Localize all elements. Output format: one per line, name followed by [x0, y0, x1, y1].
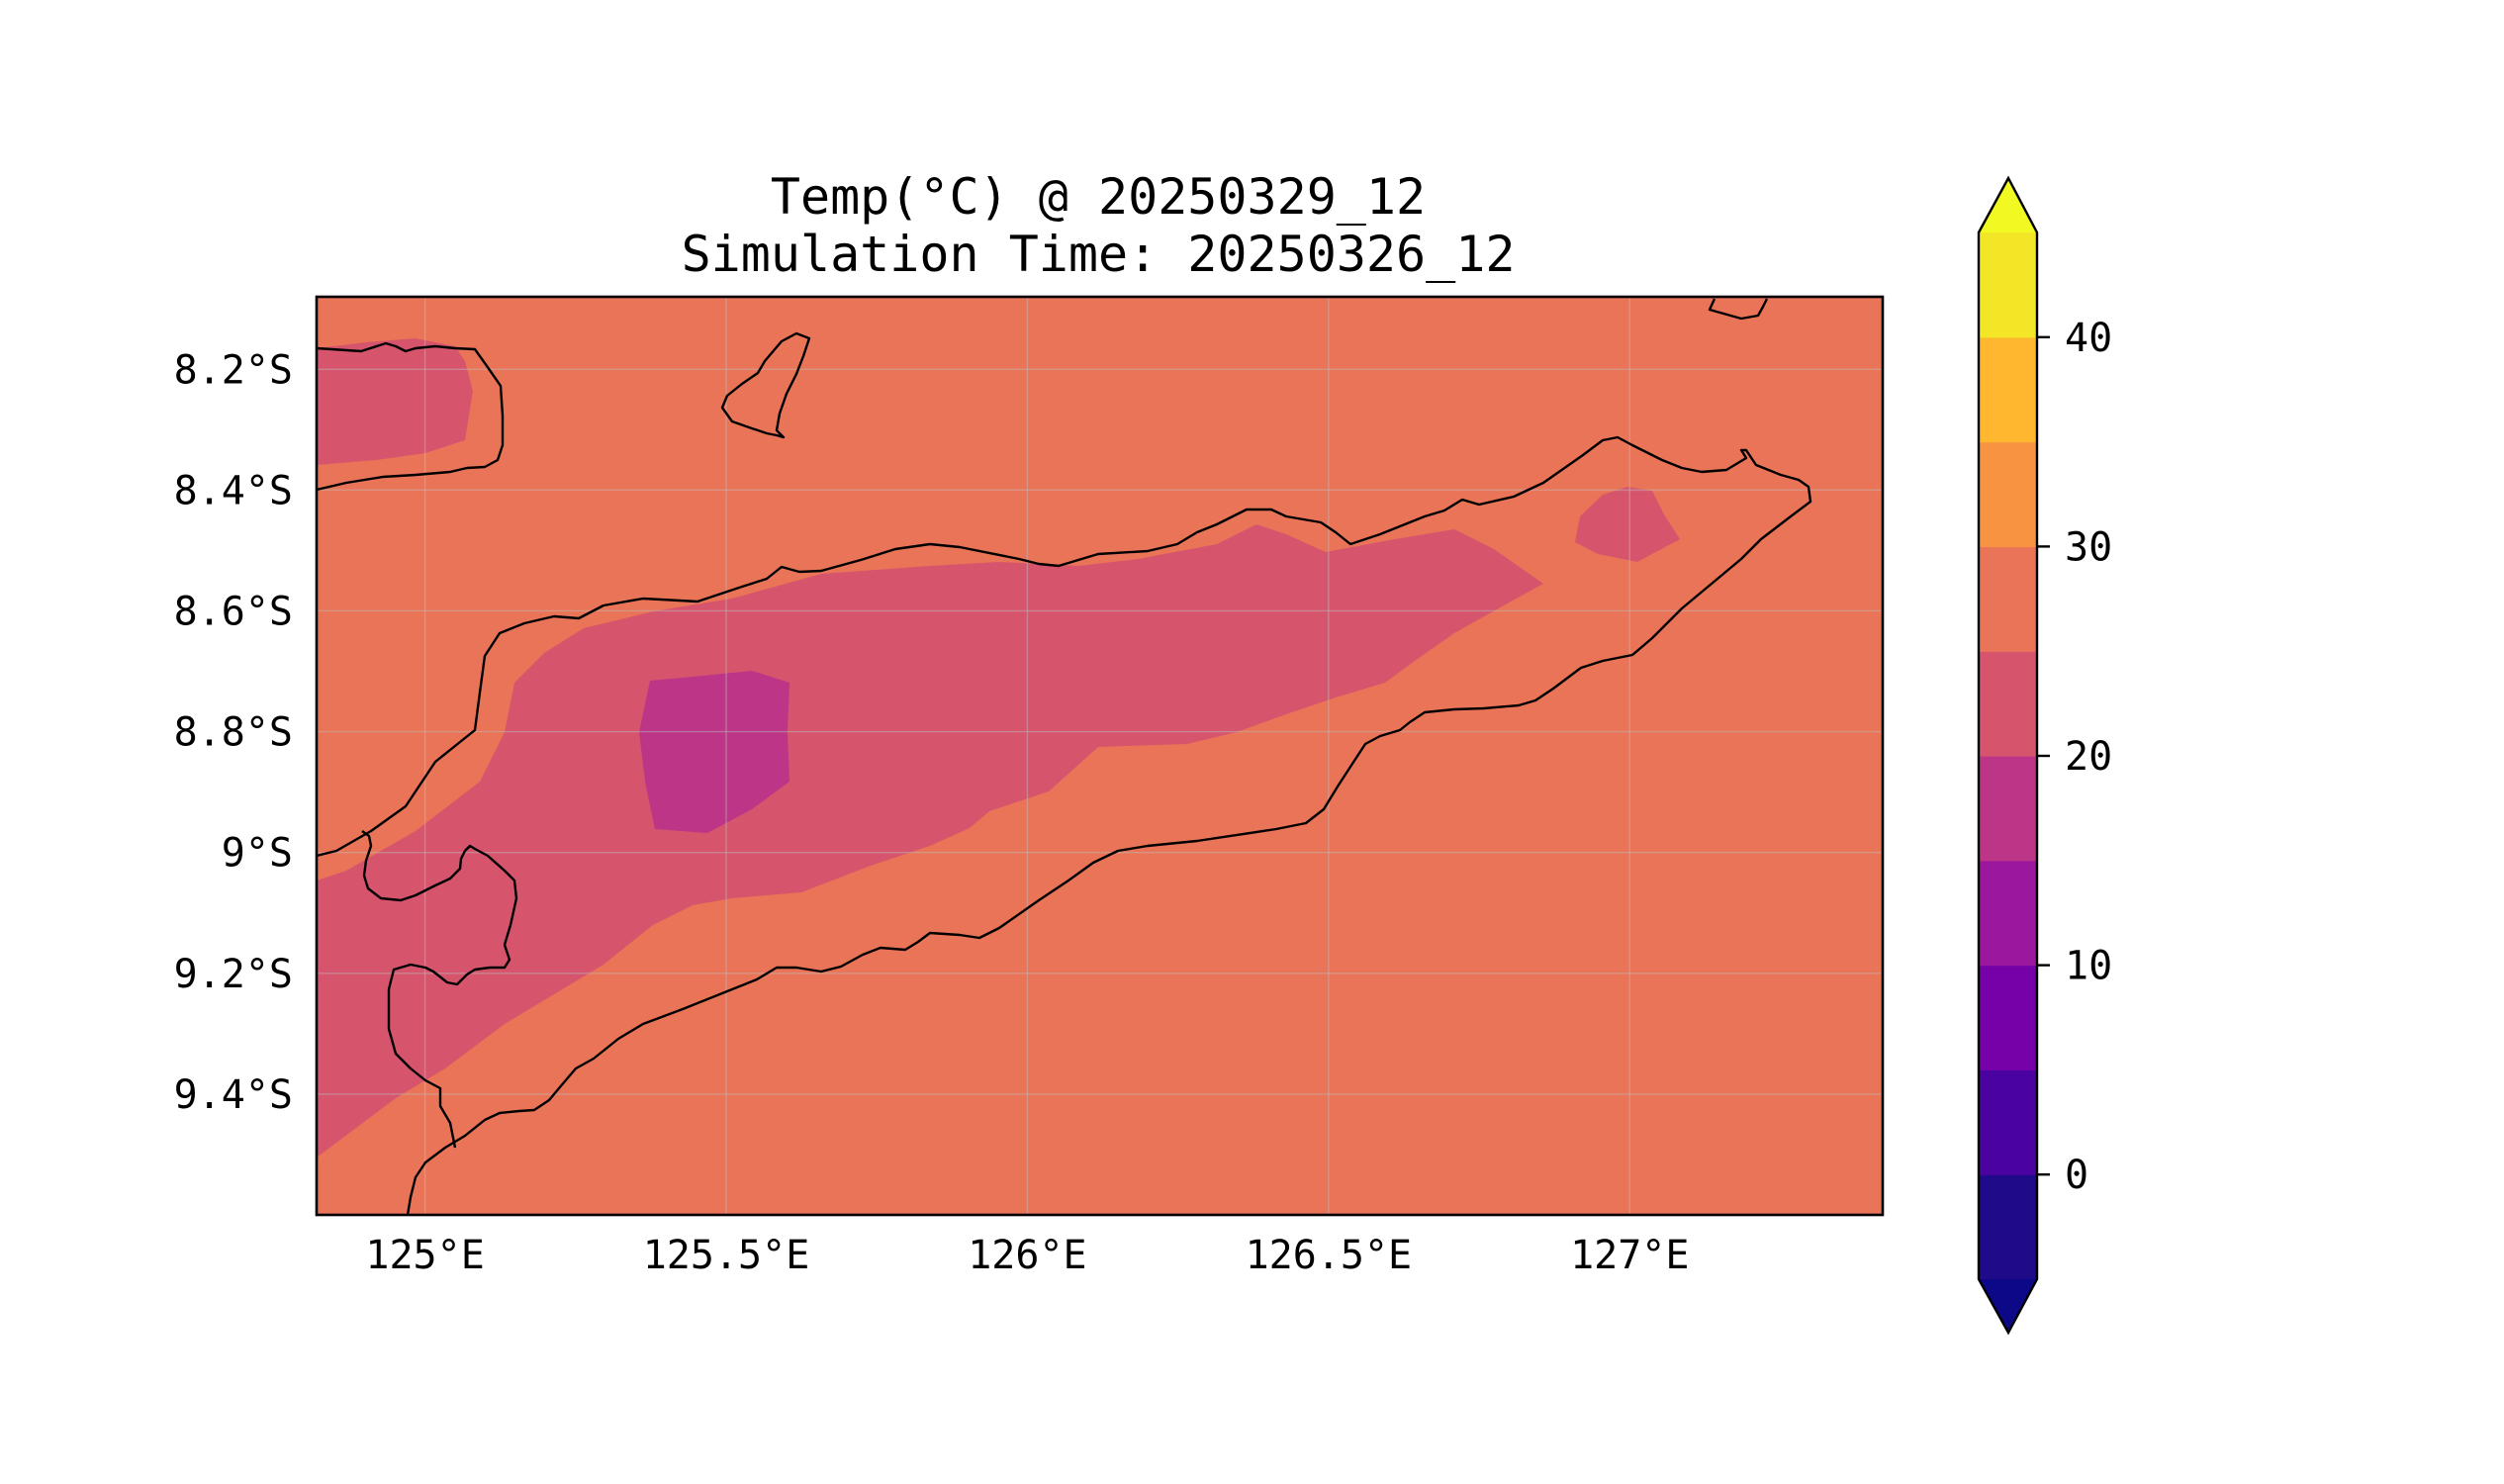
- colorbar-segment: [1979, 441, 2037, 547]
- colorbar-segment: [1979, 1069, 2037, 1175]
- colorbar-segment: [1979, 860, 2037, 967]
- map-frame: [315, 295, 1885, 1217]
- y-tick-label: 9.2°S: [174, 952, 293, 997]
- colorbar-tick-label: 40: [2065, 316, 2112, 361]
- colorbar: 0 10 20 30 40: [1977, 175, 2112, 1336]
- colorbar-segment: [1979, 756, 2037, 862]
- y-tick-label: 9.4°S: [174, 1072, 293, 1118]
- x-tick-label: 126.5°E: [1246, 1233, 1413, 1278]
- colorbar-segment: [1979, 336, 2037, 443]
- y-axis-ticks: 8.2°S 8.4°S 8.6°S 8.8°S 9°S 9.2°S 9.4°S: [174, 347, 293, 1118]
- y-tick-label: 9°S: [222, 831, 293, 877]
- temperature-field-20-25-north: [317, 338, 473, 465]
- coastline-timor: [317, 435, 1812, 1215]
- coastline-atauro: [720, 331, 811, 439]
- map-title: Temp(°C) @ 20250329_12: [770, 168, 1427, 226]
- map-area: [317, 297, 1883, 1215]
- map-subtitle: Simulation Time: 20250326_12: [681, 226, 1516, 283]
- x-tick-label: 125°E: [365, 1233, 484, 1278]
- colorbar-extend-min: [1979, 1279, 2037, 1333]
- graticule: [317, 297, 1883, 1215]
- coastline-oecusse: [361, 830, 518, 1149]
- x-tick-label: 126°E: [968, 1233, 1086, 1278]
- y-tick-label: 8.6°S: [174, 589, 293, 634]
- colorbar-tick-label: 30: [2065, 524, 2112, 570]
- y-tick-label: 8.2°S: [174, 347, 293, 393]
- colorbar-segment: [1979, 651, 2037, 757]
- colorbar-tick-label: 0: [2065, 1153, 2088, 1198]
- temperature-field-20-25-east: [1575, 487, 1680, 562]
- x-axis-ticks: 125°E 125.5°E 126°E 126.5°E 127°E: [365, 1233, 1689, 1278]
- y-tick-label: 8.8°S: [174, 710, 293, 756]
- coastline-wetar: [1708, 298, 1769, 321]
- colorbar-extend-max: [1979, 178, 2037, 232]
- colorbar-tick-label: 10: [2065, 944, 2112, 989]
- colorbar-segment: [1979, 1174, 2037, 1280]
- coastline-alor: [317, 341, 505, 492]
- temperature-field-15-20: [639, 671, 789, 833]
- y-tick-label: 8.4°S: [174, 468, 293, 513]
- colorbar-outline: [1977, 175, 2039, 1336]
- x-tick-label: 127°E: [1570, 1233, 1689, 1278]
- x-tick-label: 125.5°E: [643, 1233, 810, 1278]
- colorbar-segment: [1979, 965, 2037, 1070]
- colorbar-segment: [1979, 232, 2037, 338]
- colorbar-tick-label: 20: [2065, 734, 2112, 780]
- coastlines: [317, 298, 1812, 1215]
- temperature-field-20-25: [317, 524, 1543, 1158]
- colorbar-segment: [1979, 546, 2037, 652]
